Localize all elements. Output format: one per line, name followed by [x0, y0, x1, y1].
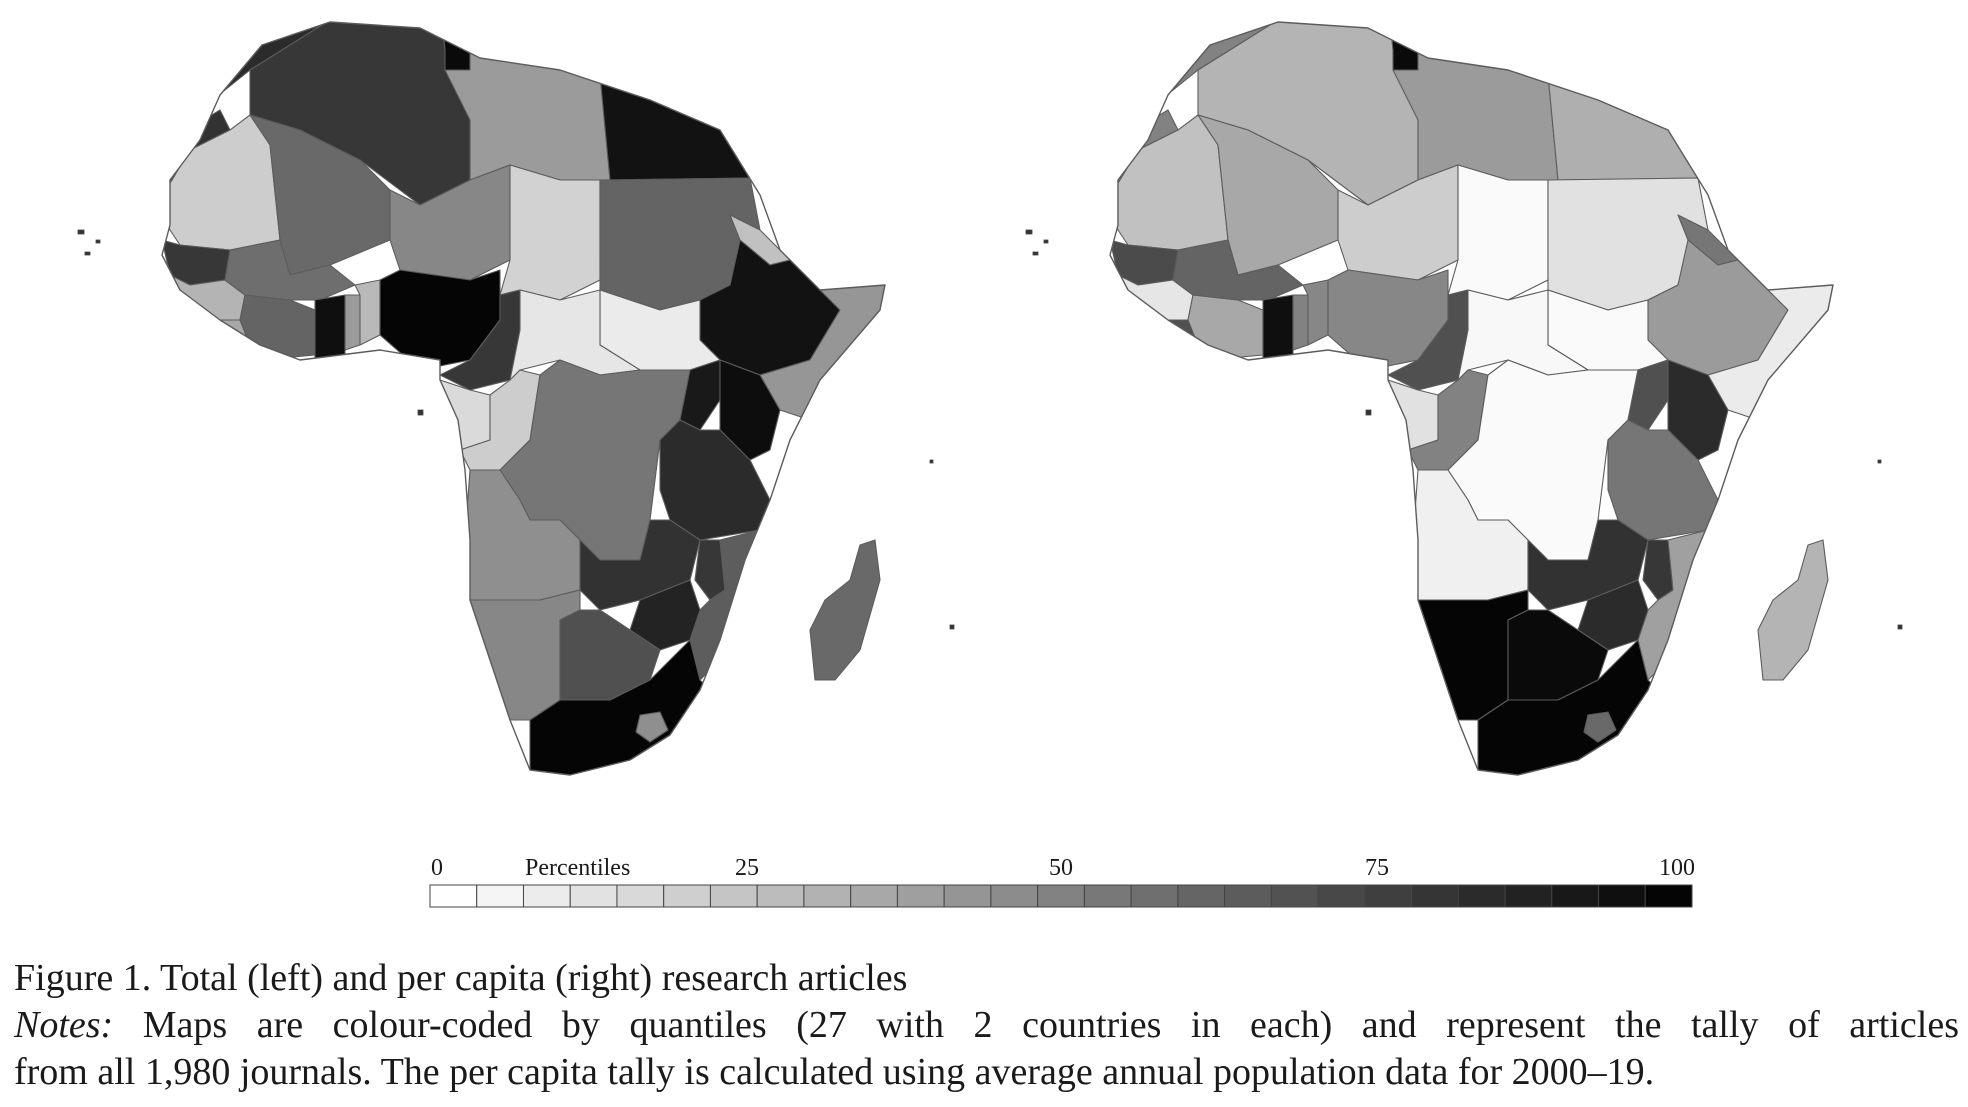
- legend-bin: [990, 884, 1039, 908]
- legend-bin: [522, 884, 571, 908]
- legend-tick-label: 50: [1049, 855, 1073, 881]
- legend-bin: [1457, 884, 1506, 908]
- legend-bin: [663, 884, 711, 908]
- legend-bin: [1551, 884, 1600, 908]
- legend-title: Percentiles: [525, 855, 630, 881]
- legend-bin: [1270, 884, 1319, 908]
- legend-bin: [850, 884, 898, 908]
- legend-bin: [1130, 884, 1179, 908]
- region-lesotho: [1583, 711, 1617, 743]
- region-kenya: [719, 359, 781, 461]
- region-benin: [1302, 279, 1329, 346]
- legend-bin: [476, 884, 524, 908]
- legend-bin: [1598, 884, 1646, 908]
- region-lesotho: [635, 711, 669, 743]
- legend-bin: [569, 884, 618, 908]
- region-kenya: [1667, 359, 1729, 461]
- legend-bin: [943, 884, 992, 908]
- region-burkina-faso: [224, 239, 356, 301]
- percentile-legend: Percentiles 0 25 50 75 100: [429, 855, 1695, 908]
- legend-bin: [896, 884, 945, 908]
- legend-bin: [1411, 884, 1459, 908]
- region-madagascar: [809, 539, 881, 681]
- notes-text: Maps are colour-coded by quantiles (27 w…: [142, 1004, 1959, 1046]
- legend-bin: [1037, 884, 1085, 908]
- legend-tick-label: 25: [735, 855, 759, 881]
- legend-bin: [429, 884, 478, 908]
- legend-bin: [1504, 884, 1553, 908]
- legend-tick-labels: 0 25 50 75 100: [431, 855, 1695, 881]
- region-mali: [249, 114, 391, 276]
- figure-caption-notes-line-2: from all 1,980 journals. The per capita …: [14, 1051, 1655, 1093]
- figure-caption-title: Figure 1. Total (left) and per capita (r…: [14, 957, 908, 999]
- map-per-capita-research-articles: [1025, 21, 1903, 776]
- islands: [77, 229, 955, 630]
- legend-bin: [1644, 884, 1693, 908]
- legend-tick-label: 0: [431, 855, 443, 881]
- legend-bin: [616, 884, 665, 908]
- legend-bin: [1364, 884, 1413, 908]
- choropleth-maps: [77, 21, 1903, 776]
- legend-bin: [1224, 884, 1272, 908]
- legend-bin: [709, 884, 758, 908]
- region-mali: [1197, 114, 1339, 276]
- legend-tick-label: 100: [1659, 855, 1695, 881]
- figure-caption-notes: Notes: Maps are colour-coded by quantile…: [14, 1002, 1959, 1049]
- legend-bin: [756, 884, 805, 908]
- legend-tick-label: 75: [1365, 855, 1389, 881]
- notes-label: Notes:: [14, 1004, 114, 1046]
- region-benin: [354, 279, 381, 346]
- region-burkina-faso: [1172, 239, 1304, 301]
- map-total-research-articles: [77, 21, 955, 776]
- legend-bin: [1177, 884, 1226, 908]
- legend-bin: [803, 884, 852, 908]
- region-uganda: [1627, 359, 1669, 431]
- legend-bin: [1317, 884, 1366, 908]
- region-madagascar: [1757, 539, 1829, 681]
- region-uganda: [679, 359, 721, 431]
- legend-color-bins: [429, 884, 1693, 908]
- islands: [1025, 229, 1903, 630]
- legend-bin: [1083, 884, 1132, 908]
